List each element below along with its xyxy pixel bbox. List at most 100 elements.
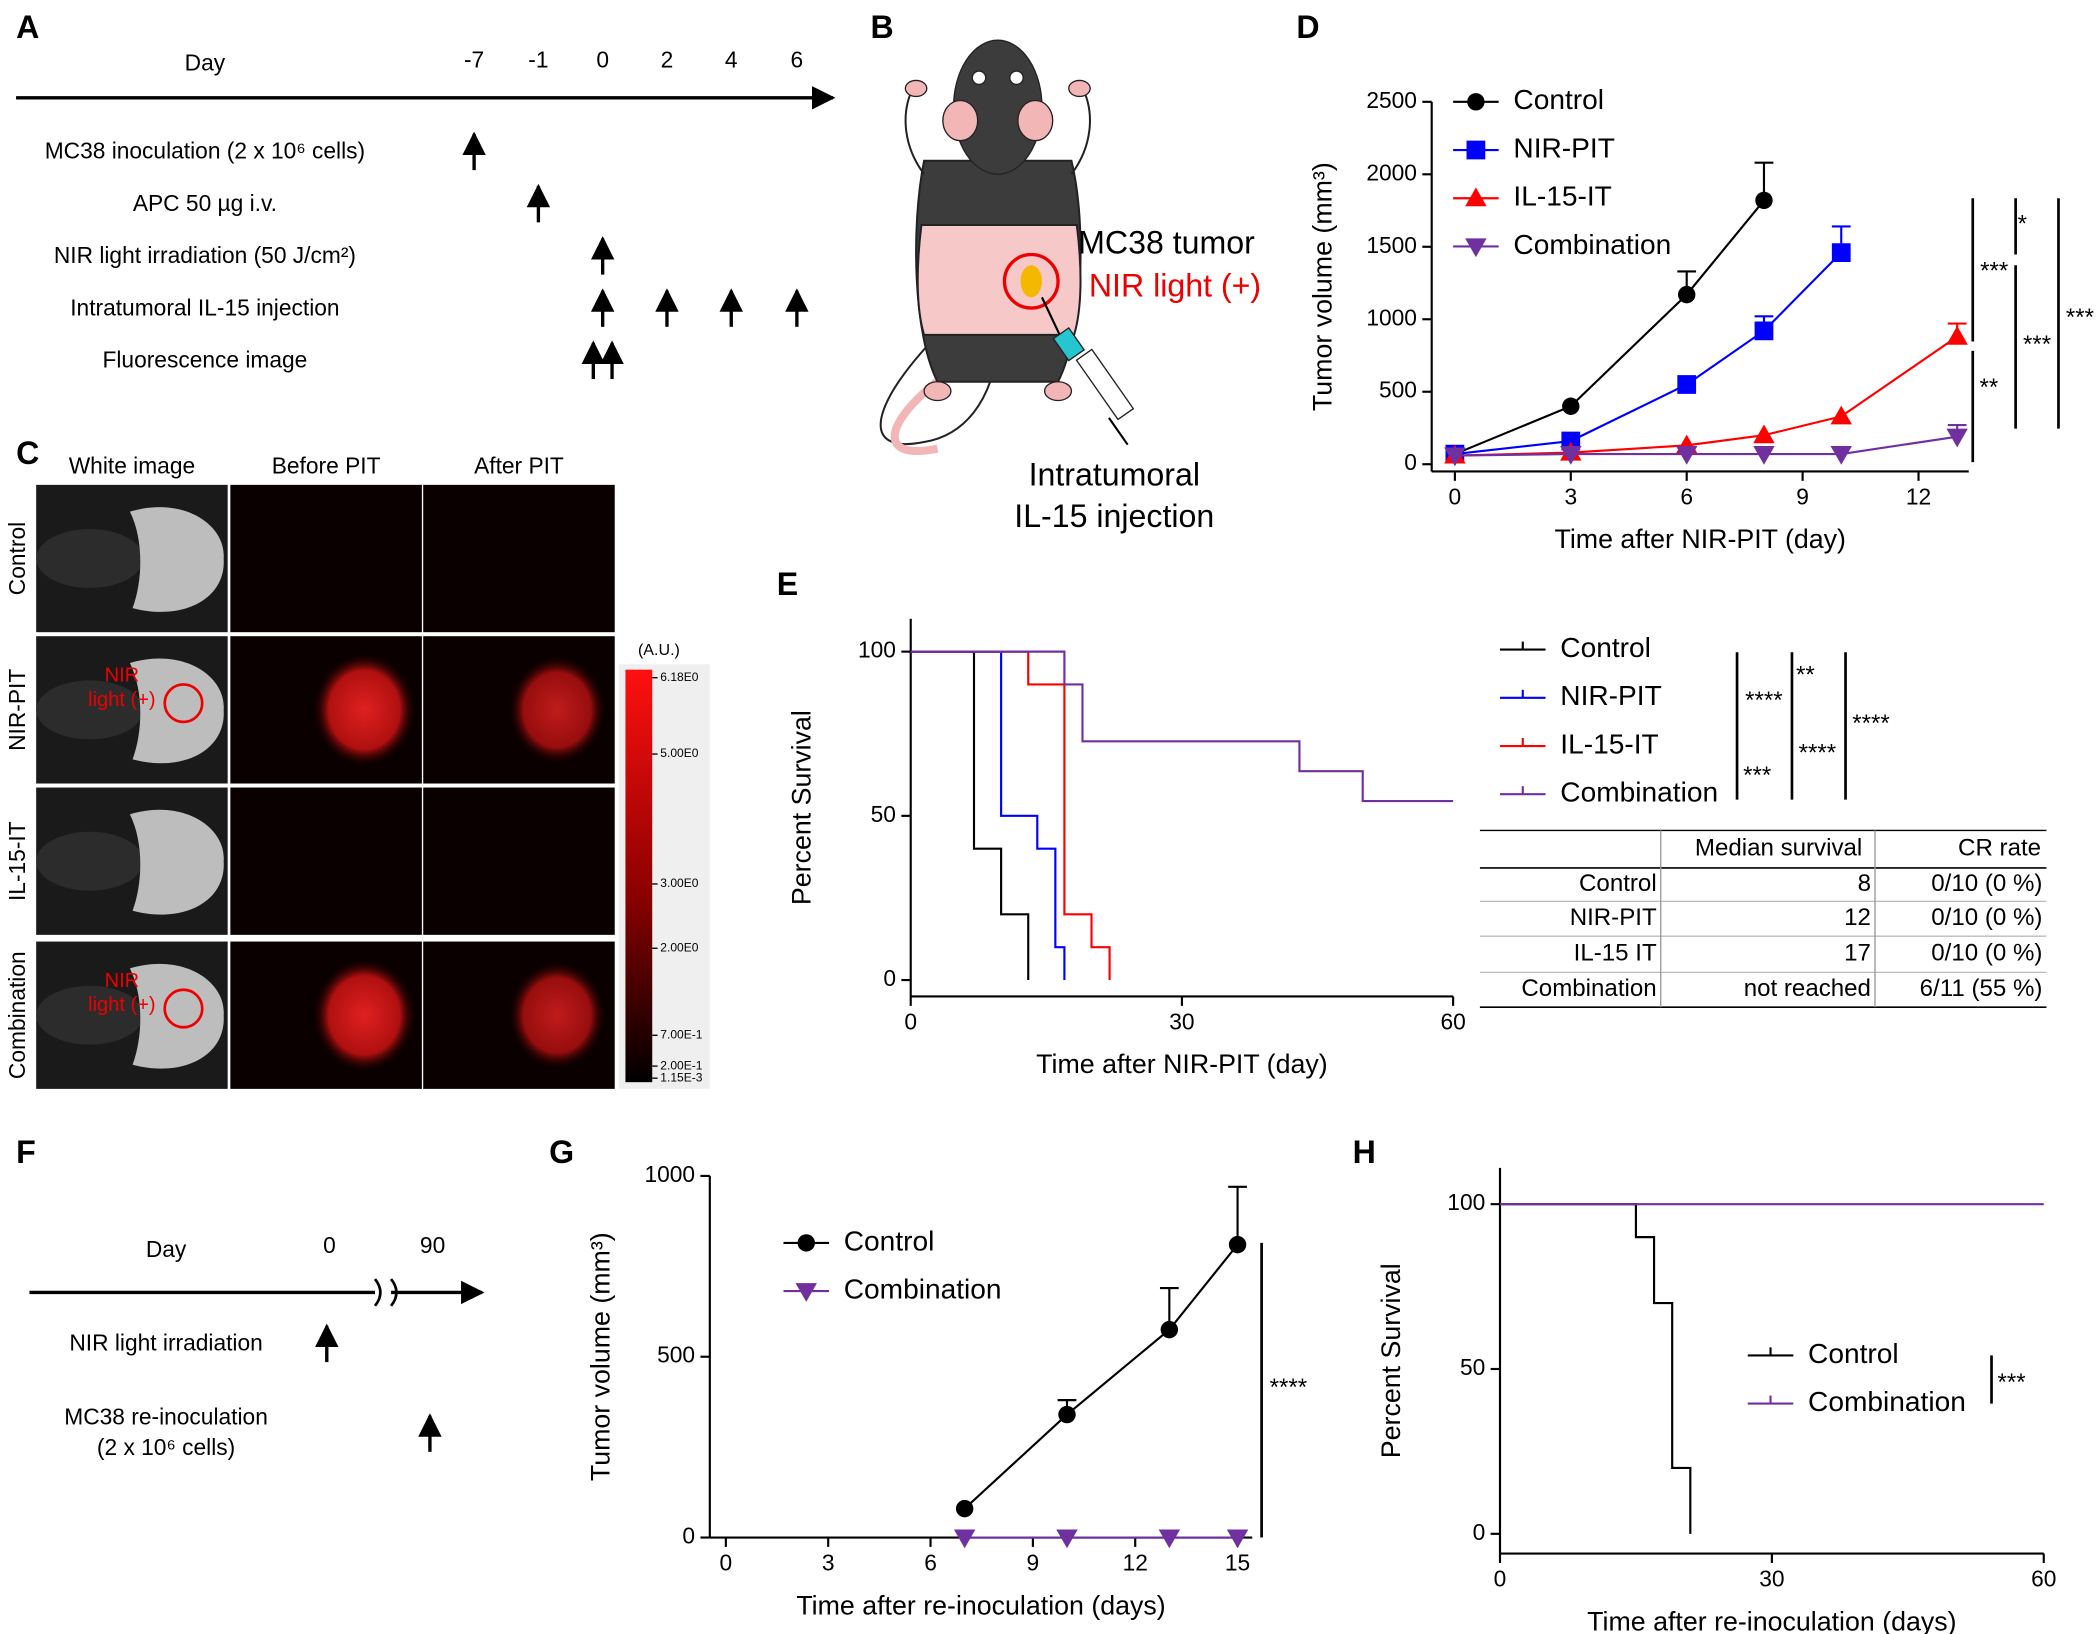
x-tick-label: 6 <box>1680 483 1693 509</box>
mouse-ear <box>942 99 979 142</box>
panel-letter: C <box>16 435 39 471</box>
day-label: Day <box>146 1236 187 1262</box>
series-line <box>1454 251 1843 456</box>
marker <box>1228 1235 1247 1254</box>
marker <box>1830 405 1852 425</box>
table-cell: 12 <box>1844 904 1871 931</box>
significance-label: **** <box>1799 739 1837 766</box>
marker <box>1677 375 1697 394</box>
x-tick-label: 0 <box>1494 1565 1507 1591</box>
significance-label: **** <box>1745 687 1783 714</box>
marker <box>795 1283 817 1302</box>
marker <box>1158 1529 1181 1549</box>
fluorescence <box>508 961 606 1069</box>
row-label: NIR light irradiation <box>69 1330 262 1356</box>
day-label: Day <box>185 49 226 75</box>
marker <box>1467 93 1485 111</box>
significance-label: **** <box>1852 710 1890 737</box>
mouse-belly <box>916 224 1082 336</box>
x-tick-label: 3 <box>822 1549 835 1575</box>
overlay-text: NIR <box>105 970 140 992</box>
x-tick-label: 30 <box>1169 1008 1194 1034</box>
y-axis-label: Tumor volume (mm³) <box>1308 162 1338 411</box>
significance-label: * <box>2018 210 2027 237</box>
x-tick-label: 3 <box>1564 483 1577 509</box>
legend-label: NIR-PIT <box>1560 680 1662 711</box>
survival-curve <box>910 650 1111 981</box>
injection-label: Intratumoral <box>1029 456 1200 492</box>
legend-label: Control <box>1513 84 1604 115</box>
marker <box>1946 325 1968 345</box>
panel-letter: G <box>549 1134 574 1170</box>
x-tick-label: 60 <box>1440 1008 1465 1034</box>
marker <box>953 1529 976 1549</box>
table-cell: 8 <box>1858 870 1871 897</box>
y-tick-label: 1000 <box>644 1161 695 1187</box>
y-tick-label: 0 <box>1404 449 1417 475</box>
fluorescence <box>508 656 606 764</box>
x-tick-label: 12 <box>1123 1549 1148 1575</box>
significance-label: **** <box>1270 1374 1308 1401</box>
y-tick-label: 50 <box>871 801 896 827</box>
row-label: MC38 re-inoculation <box>64 1403 268 1429</box>
day-tick: 0 <box>323 1232 336 1258</box>
x-tick-label: 0 <box>720 1549 733 1575</box>
table-cell: 0/10 (0 %) <box>1931 904 2042 931</box>
syringe-barrel <box>1075 348 1135 421</box>
marker <box>1755 191 1773 210</box>
x-tick-label: 9 <box>1027 1549 1040 1575</box>
marker <box>1562 397 1580 415</box>
table-cell: NIR-PIT <box>1570 904 1657 931</box>
x-tick-label: 60 <box>2031 1565 2056 1591</box>
x-axis-label: Time after re-inoculation (days) <box>796 1590 1165 1620</box>
panel-letter: A <box>16 9 39 45</box>
colorbar-label: (A.U.) <box>638 641 680 659</box>
image <box>423 787 615 935</box>
x-tick-label: 0 <box>904 1008 917 1034</box>
row-label: Combination <box>4 951 30 1079</box>
significance-label: ** <box>1979 374 1998 401</box>
panel-letter: F <box>16 1134 36 1170</box>
syringe-hub <box>1052 326 1086 362</box>
injection-label: IL-15 injection <box>1014 498 1214 534</box>
survival-curve <box>1500 1203 1692 1534</box>
y-tick-label: 0 <box>883 965 896 991</box>
day-tick: -7 <box>464 47 484 73</box>
y-tick-label: 1000 <box>1366 304 1417 330</box>
significance-label: ** <box>1796 662 1815 689</box>
mouse-dark <box>36 680 144 740</box>
y-axis-label: Percent Survival <box>787 710 817 905</box>
light-label: NIR light (+) <box>1089 267 1261 303</box>
day-tick: 6 <box>791 47 804 73</box>
marker <box>1675 446 1698 465</box>
row-label: MC38 inoculation (2 x 10⁶ cells) <box>45 138 365 164</box>
mouse-foot <box>1043 381 1073 402</box>
marker <box>1058 1405 1076 1424</box>
tumor-label: MC38 tumor <box>1078 225 1255 261</box>
day-tick: 4 <box>725 47 738 73</box>
significance-label: *** <box>1998 1369 2026 1396</box>
x-tick-label: 0 <box>1449 483 1462 509</box>
syringe-plunger <box>1108 417 1129 446</box>
x-axis-label: Time after re-inoculation (days) <box>1587 1606 1956 1634</box>
day-tick: 2 <box>661 47 674 73</box>
y-tick-label: 0 <box>682 1523 695 1549</box>
mouse-dark <box>36 831 144 891</box>
mouse-ear <box>1017 99 1054 142</box>
legend-label: NIR-PIT <box>1513 132 1615 163</box>
day-tick: 0 <box>596 47 609 73</box>
survival-curve <box>910 650 1066 981</box>
legend-label: Control <box>1808 1338 1899 1369</box>
column-label: After PIT <box>474 452 564 478</box>
significance-label: *** <box>2023 331 2051 358</box>
x-tick-label: 12 <box>1906 483 1931 509</box>
panel-letter: E <box>777 566 798 602</box>
mouse-white <box>129 809 224 915</box>
survival-curve <box>910 650 1454 803</box>
x-axis-label: Time after NIR-PIT (day) <box>1554 524 1845 554</box>
colorbar <box>625 669 653 1083</box>
table-cell: Control <box>1579 870 1657 897</box>
overlay-text: NIR <box>105 665 140 687</box>
